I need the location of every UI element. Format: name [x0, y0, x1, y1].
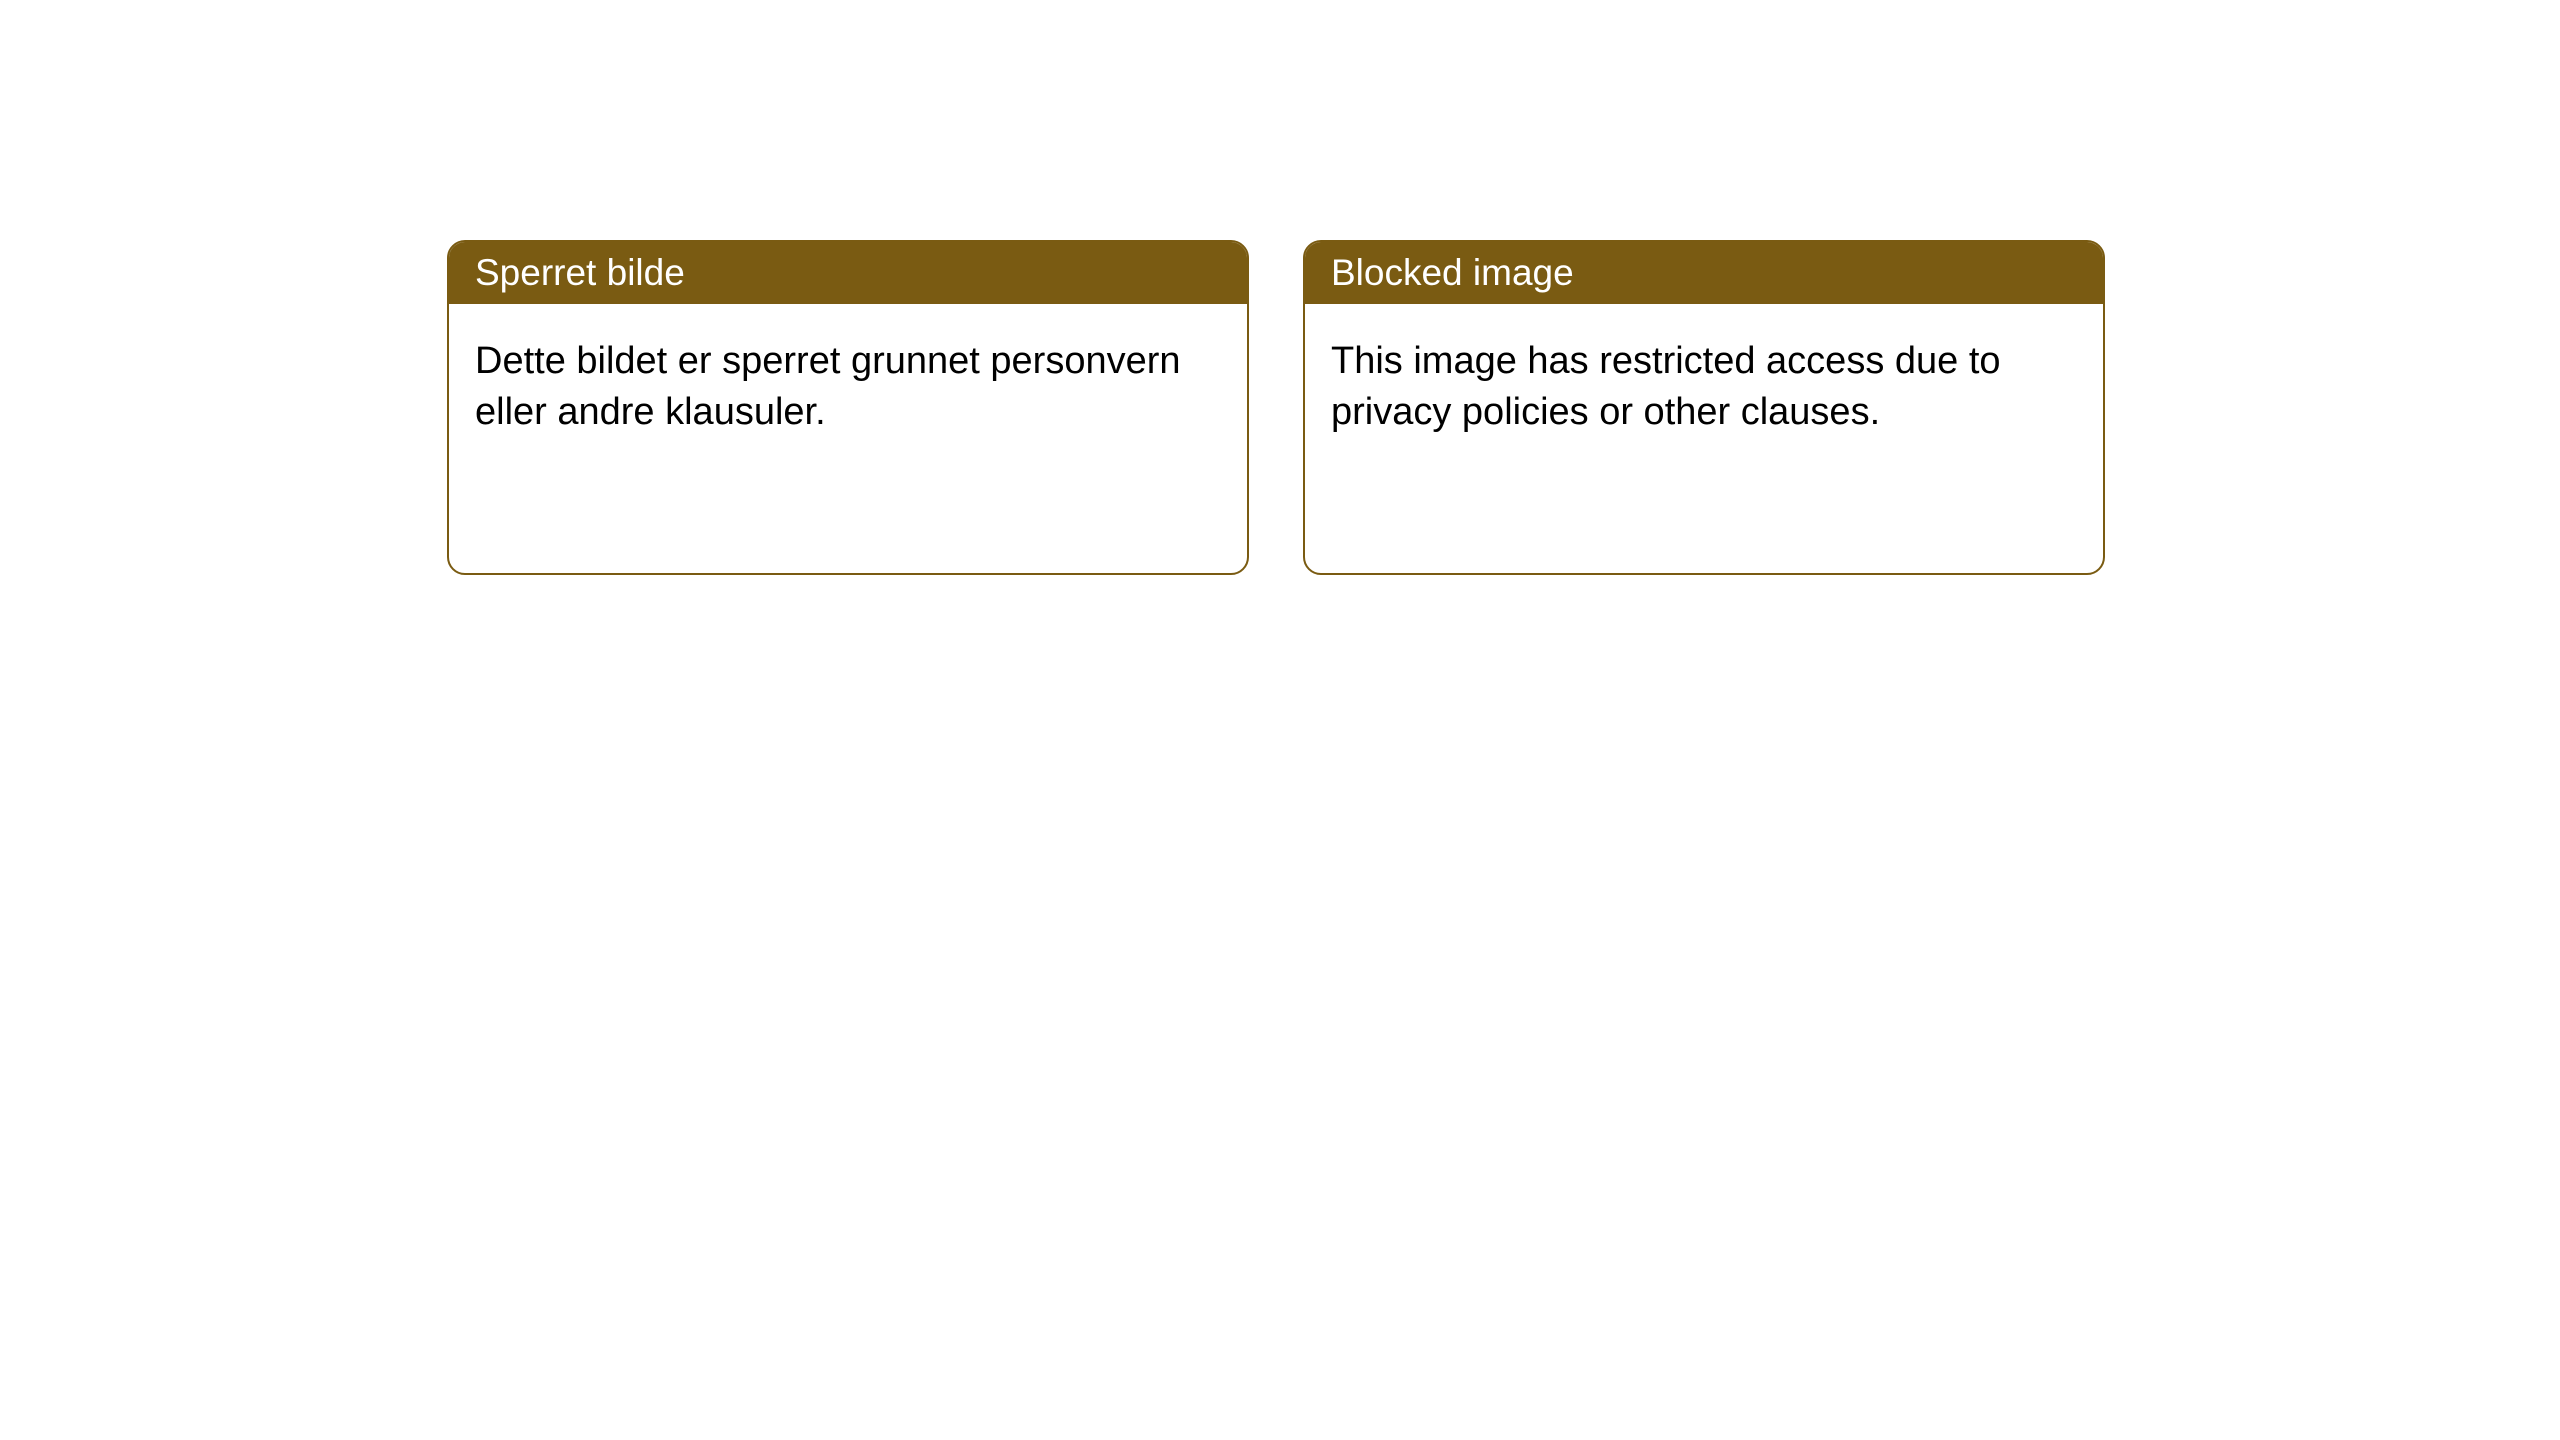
notice-cards-container: Sperret bilde Dette bildet er sperret gr… — [0, 0, 2560, 575]
notice-card-norwegian: Sperret bilde Dette bildet er sperret gr… — [447, 240, 1249, 575]
card-title: Blocked image — [1305, 242, 2103, 304]
card-title: Sperret bilde — [449, 242, 1247, 304]
card-body-text: This image has restricted access due to … — [1305, 304, 2103, 471]
card-body-text: Dette bildet er sperret grunnet personve… — [449, 304, 1247, 471]
notice-card-english: Blocked image This image has restricted … — [1303, 240, 2105, 575]
